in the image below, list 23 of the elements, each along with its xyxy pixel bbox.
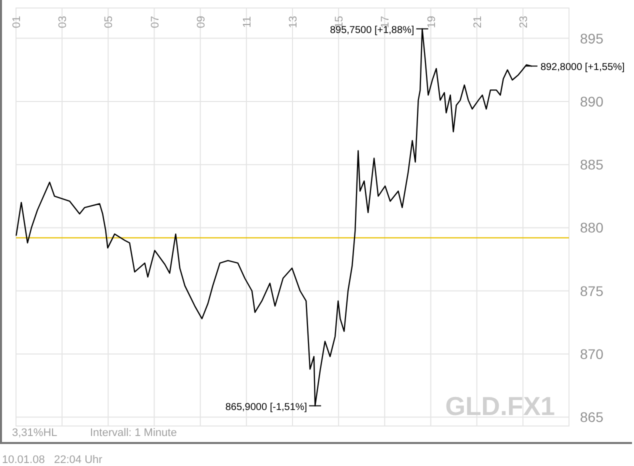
text: 3,31%HL (12, 427, 58, 439)
annotation: 865,9000 [-1,51%] (225, 402, 308, 413)
x-tick-label: 19 (426, 16, 438, 28)
x-tick-label: 17 (380, 16, 392, 28)
x-tick-label: 07 (149, 16, 162, 28)
x-tick-label: 01 (11, 16, 23, 28)
y-tick-label: 865 (580, 409, 604, 426)
x-tick-label: 13 (288, 16, 300, 28)
y-tick-label: 880 (580, 220, 604, 236)
x-tick-label: 11 (241, 16, 254, 28)
y-tick-label: 885 (580, 156, 604, 173)
x-tick-label: 05 (103, 16, 116, 28)
x-tick-label: 03 (57, 16, 70, 28)
y-tick-label: 890 (580, 93, 604, 110)
y-tick-label: 875 (580, 282, 604, 299)
text: 10.01.08 22:04 Uhr (2, 454, 103, 466)
y-tick-label: 870 (580, 346, 604, 362)
x-tick-label: 21 (472, 16, 484, 28)
y-tick-label: 895 (580, 30, 604, 46)
x-tick-label: 23 (518, 16, 530, 28)
annotation: 892,8000 [+1,55%] (540, 62, 625, 74)
x-tick-label: 09 (195, 16, 208, 28)
text: Intervall: 1 Minute (90, 427, 177, 439)
